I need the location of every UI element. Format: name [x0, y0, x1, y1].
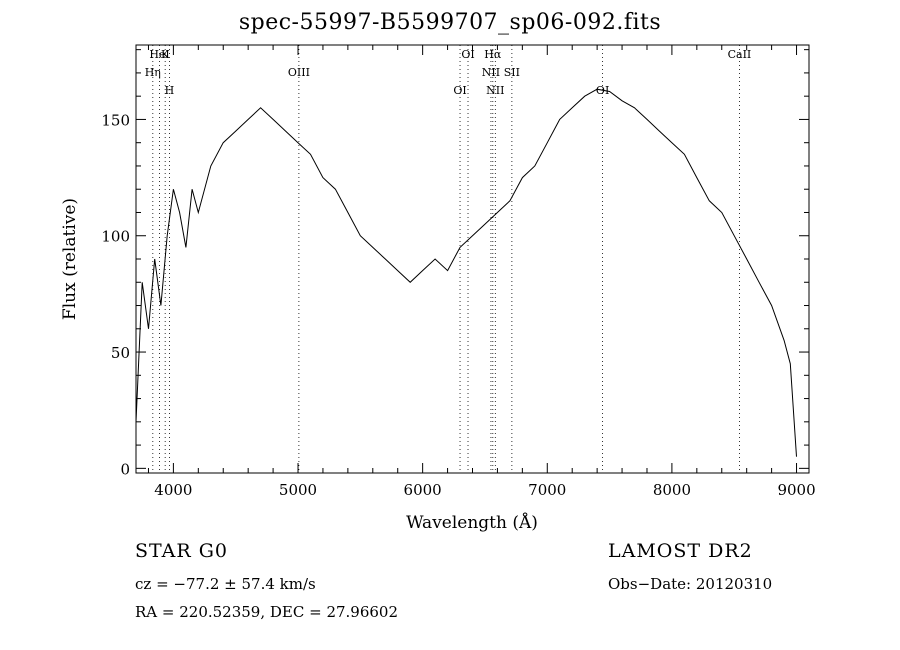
object-class: STAR G0	[135, 540, 228, 562]
ra-dec-coordinates: RA = 220.52359, DEC = 27.96602	[135, 603, 399, 621]
line-label: H	[165, 84, 175, 97]
line-label: OI	[461, 48, 474, 61]
line-label: CaII	[728, 48, 752, 61]
x-tick-label: 4000	[154, 481, 192, 499]
x-axis-label: Wavelength (Å)	[406, 512, 538, 533]
line-label: OIII	[288, 66, 310, 79]
line-label: Hα	[484, 48, 502, 61]
x-tick-label: 5000	[279, 481, 317, 499]
y-axis-label: Flux (relative)	[60, 198, 80, 320]
x-tick-label: 9000	[777, 481, 815, 499]
line-label: HeI	[149, 48, 169, 61]
x-tick-label: 6000	[404, 481, 442, 499]
redshift-cz: cz = −77.2 ± 57.4 km/s	[135, 575, 316, 593]
survey-name: LAMOST DR2	[608, 540, 753, 562]
plot-frame	[135, 44, 810, 474]
line-label: SII	[504, 66, 520, 79]
line-label: NII	[486, 84, 504, 97]
line-label: Hη	[145, 66, 161, 79]
line-label: K	[161, 48, 170, 61]
y-tick-label: 0	[120, 460, 130, 478]
y-tick-label: 50	[111, 344, 130, 362]
x-tick-label: 8000	[653, 481, 691, 499]
x-tick-label: 7000	[528, 481, 566, 499]
chart-title: spec-55997-B5599707_sp06-092.fits	[238, 10, 662, 35]
line-label: NII	[482, 66, 500, 79]
y-tick-label: 150	[101, 111, 130, 129]
axis-ticks: 4000 5000 6000 7000 8000 9000 0 50 100 150	[101, 45, 816, 499]
line-label: OI	[453, 84, 466, 97]
flux-series-line	[135, 88, 797, 457]
y-tick-label: 100	[101, 228, 130, 246]
observation-date: Obs−Date: 20120310	[608, 575, 773, 593]
